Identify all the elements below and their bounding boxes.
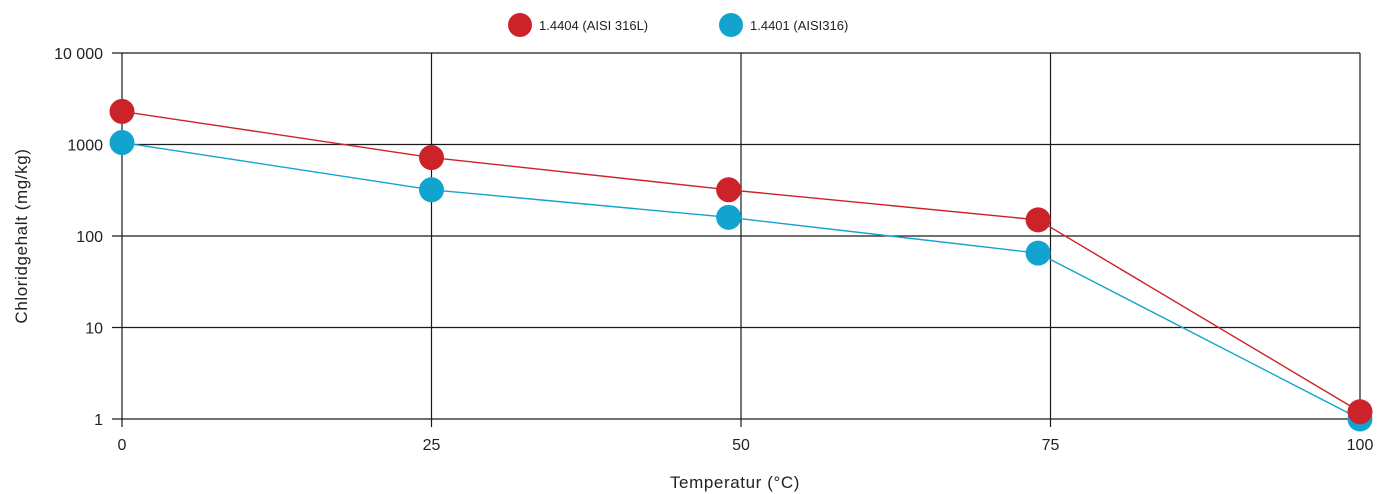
legend: 1.4404 (AISI 316L) 1.4401 (AISI316) (508, 13, 848, 37)
legend-marker (719, 13, 743, 37)
data-point (419, 177, 444, 203)
x-tick-label: 50 (732, 437, 750, 454)
data-point (109, 130, 135, 156)
data-point (109, 98, 135, 124)
legend-marker (508, 13, 532, 37)
x-tick-label: 0 (118, 437, 127, 454)
data-point (419, 145, 444, 171)
grid (112, 52, 1361, 427)
x-tick-label: 25 (423, 437, 441, 454)
y-tick-label: 1 (94, 412, 103, 429)
legend-label: 1.4404 (AISI 316L) (539, 18, 648, 33)
y-tick-label: 10 (85, 321, 103, 338)
series-layer (109, 98, 1373, 432)
data-point (1025, 207, 1051, 233)
tick-labels: 1 10 100 1000 10 000 0 25 50 75 100 (54, 46, 1373, 454)
legend-label: 1.4401 (AISI316) (750, 18, 848, 33)
x-tick-label: 75 (1042, 437, 1060, 454)
y-tick-label: 1000 (67, 138, 103, 155)
data-point (1347, 399, 1373, 425)
data-point (716, 177, 742, 203)
data-point (716, 204, 742, 230)
x-tick-label: 100 (1347, 437, 1374, 454)
y-axis-label: Chloridgehalt (mg/kg) (12, 148, 31, 323)
data-point (1025, 240, 1051, 266)
y-tick-label: 10 000 (54, 46, 103, 63)
y-tick-label: 100 (76, 229, 103, 246)
x-axis-label: Temperatur (°C) (670, 473, 800, 492)
